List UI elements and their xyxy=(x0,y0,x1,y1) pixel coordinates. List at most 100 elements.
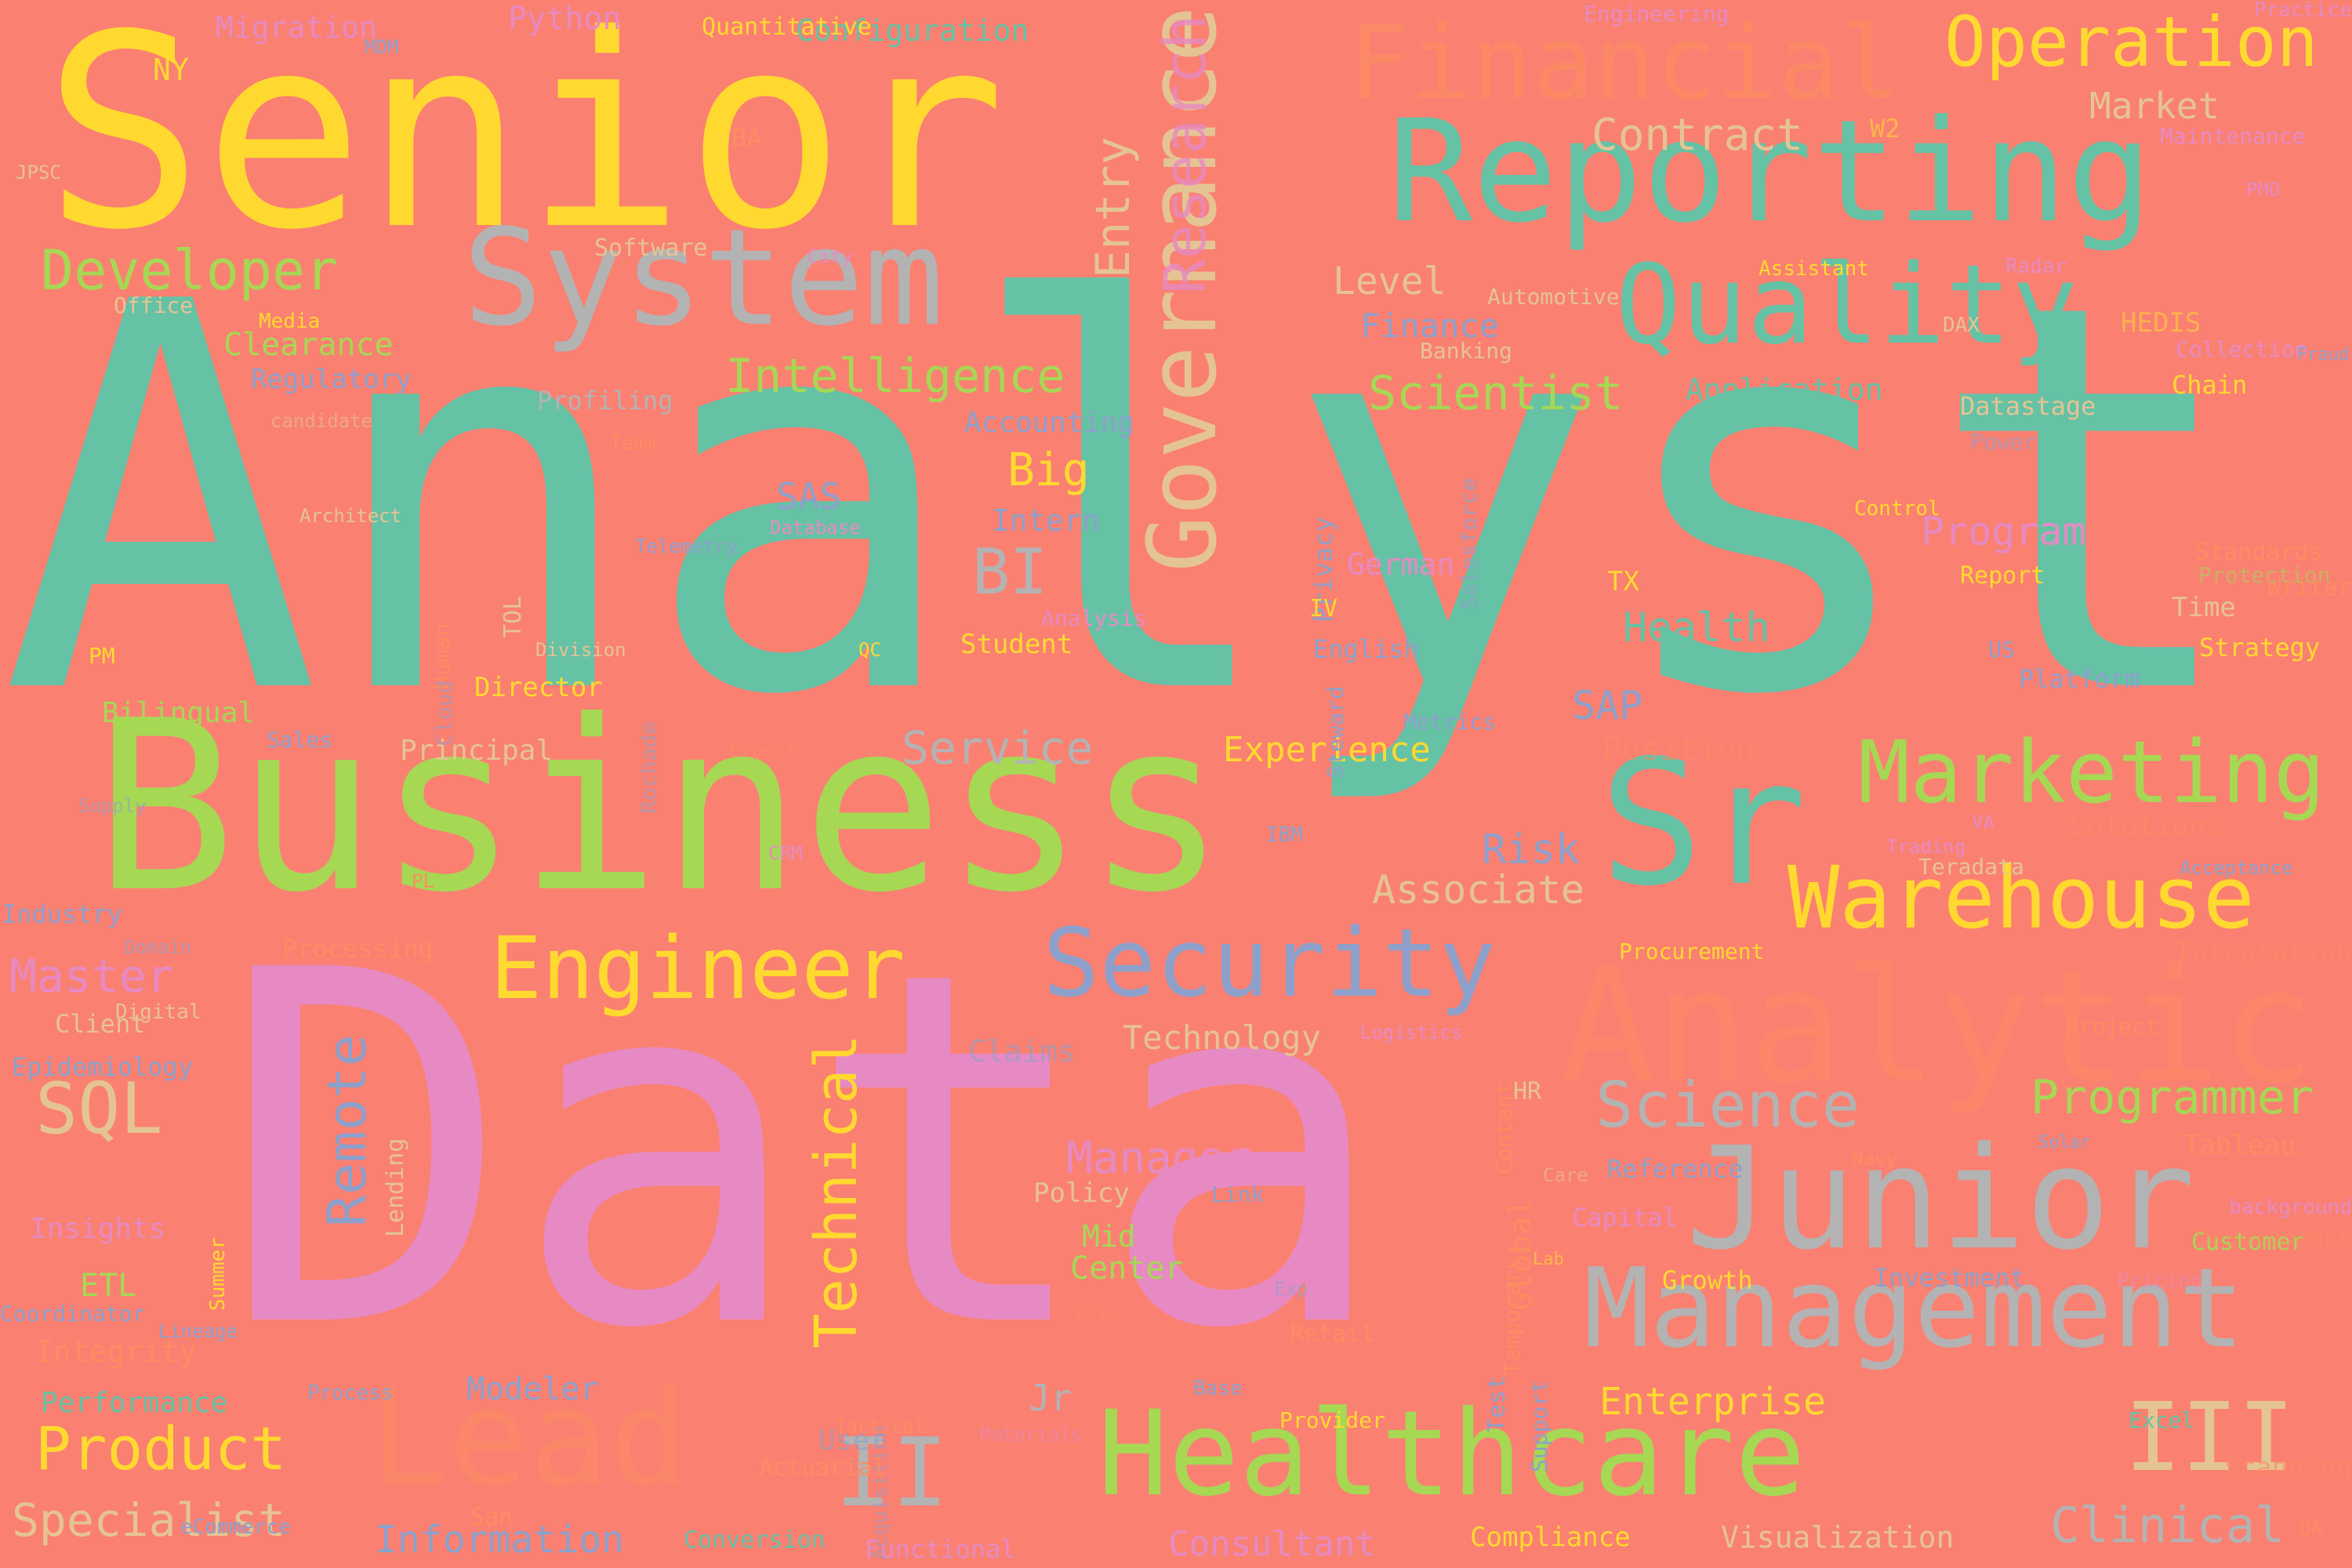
word-iv: IV xyxy=(1309,595,1338,622)
word-science: Science xyxy=(1595,1069,1860,1142)
word-writer: Writer xyxy=(2267,574,2352,601)
word-security: Security xyxy=(1043,909,1496,1018)
word-banking: Banking xyxy=(1420,338,1513,364)
word-intern: Intern xyxy=(992,503,1100,538)
word-clearance: Clearance xyxy=(223,327,394,363)
word-digital: Digital xyxy=(115,1000,201,1024)
word-epidemiology: Epidemiology xyxy=(12,1052,194,1082)
word-background: background xyxy=(2229,1196,2352,1219)
word-manager: Manager xyxy=(1066,1133,1252,1184)
word-architect: Architect xyxy=(299,505,402,527)
word-python: Python xyxy=(508,1,622,37)
word-us: US xyxy=(1988,637,2015,662)
word-associate: Associate xyxy=(1372,867,1584,913)
word-risk: Risk xyxy=(1482,826,1581,873)
word-sql: SQL xyxy=(35,1068,163,1150)
word-german: German xyxy=(1347,547,1455,582)
word-database: Database xyxy=(770,517,861,539)
word-sap: SAP xyxy=(1572,683,1643,728)
word-content: Content xyxy=(1491,1081,1517,1174)
word-automotive: Automotive xyxy=(1487,284,1620,310)
word-functional: Functional xyxy=(865,1534,1016,1564)
word-teradata: Teradata xyxy=(1918,854,2024,880)
word-temporary: Temporary xyxy=(1499,1256,1525,1375)
word-pm: PM xyxy=(89,643,115,669)
word-processing: Processing xyxy=(282,934,434,964)
word-pmo: PMO xyxy=(2246,179,2281,201)
word-strategy: Strategy xyxy=(2199,633,2321,662)
word-base: Base xyxy=(1193,1377,1243,1400)
word-trading: Trading xyxy=(1886,836,1966,858)
word-information: Information xyxy=(375,1518,624,1562)
word-visualization: Visualization xyxy=(1721,1520,1955,1555)
word-retail: Retail xyxy=(1290,1320,1375,1348)
word-chain: Chain xyxy=(2172,370,2248,400)
word-tx: TX xyxy=(1607,566,1639,597)
word-scientist: Scientist xyxy=(1368,366,1624,421)
word-conversion: Conversion xyxy=(684,1526,826,1554)
word-fraud: Fraud xyxy=(2297,345,2350,365)
word-operation: Operation xyxy=(1944,2,2318,82)
word-report: Report xyxy=(1960,562,2045,590)
word-enterprise: Enterprise xyxy=(1599,1380,1826,1424)
word-program: Program xyxy=(1921,509,2086,554)
word-market: Market xyxy=(2089,85,2220,127)
word-growth: Growth xyxy=(1662,1265,1753,1295)
word-business: Business xyxy=(94,670,1227,944)
word-qc: QC xyxy=(858,639,881,661)
word-reporting: Reporting xyxy=(1388,90,2153,254)
word-product: Product xyxy=(35,1414,287,1483)
word-qa: QA xyxy=(2299,1518,2322,1540)
word-remote: Remote xyxy=(317,1034,379,1227)
word-lineage: Lineage xyxy=(158,1320,238,1342)
word-city: City xyxy=(808,245,853,267)
word-investment: Investment xyxy=(1874,1263,2025,1293)
word-policy: Policy xyxy=(1033,1178,1130,1209)
word-position: Position xyxy=(1603,731,1755,768)
word-crm: CRM xyxy=(768,842,803,864)
word-mdm: MDM xyxy=(365,36,399,58)
word-compliance: Compliance xyxy=(1470,1522,1631,1553)
word-client: Client xyxy=(55,1009,146,1039)
word-epic: Epic xyxy=(1076,1305,1118,1325)
word-development: Development xyxy=(2196,1225,2352,1252)
word-division: Division xyxy=(535,639,626,661)
word-control: Control xyxy=(1854,497,1940,521)
word-materials: Materials xyxy=(980,1424,1083,1446)
word-healthcare: Healthcare xyxy=(1098,1386,1806,1523)
word-user: User xyxy=(818,1425,887,1457)
word-modeler: Modeler xyxy=(466,1371,599,1407)
word-excel: Excel xyxy=(2129,1407,2195,1433)
word-reference: Reference xyxy=(1607,1154,1744,1184)
word-accounting: Accounting xyxy=(964,407,1134,439)
word-radar: Radar xyxy=(2005,255,2067,278)
word-sas: SAS xyxy=(776,475,842,517)
word-hedis: HEDIS xyxy=(2121,307,2201,339)
word-navy: Navy xyxy=(1852,1148,1897,1170)
word-mid: Mid xyxy=(1082,1219,1136,1254)
word-iii: III xyxy=(2125,1384,2295,1493)
word-financial: Financial xyxy=(1348,3,1901,122)
word-logistics: Logistics xyxy=(1360,1022,1463,1044)
word-w2: W2 xyxy=(1870,114,1900,143)
word-datastage: Datastage xyxy=(1960,391,2096,421)
word-supply: Supply xyxy=(78,795,147,817)
word-acceptance: Acceptance xyxy=(2180,857,2293,879)
word-quality: Quality xyxy=(1615,241,2078,369)
word-solar: Solar xyxy=(2038,1133,2091,1152)
word-insights: Insights xyxy=(30,1213,166,1245)
word-procurement: Procurement xyxy=(1619,938,1765,964)
word-standards: Standards xyxy=(2195,539,2323,566)
word-telemetry: Telemetry xyxy=(635,535,738,557)
word-research: Research xyxy=(1152,14,1219,294)
word-human: Human xyxy=(429,622,455,689)
word-performance: Performance xyxy=(41,1387,228,1419)
word-sales: Sales xyxy=(267,727,333,753)
word-metrics: Metrics xyxy=(1403,709,1497,735)
word-summer: Summer xyxy=(206,1237,230,1311)
word-configuration: Configuration xyxy=(796,13,1029,48)
word-intelligence: Intelligence xyxy=(725,349,1065,404)
word-jr: Jr xyxy=(1029,1377,1073,1419)
word-consultant: Consultant xyxy=(1168,1524,1376,1564)
word-warehouse: Warehouse xyxy=(1788,848,2256,948)
